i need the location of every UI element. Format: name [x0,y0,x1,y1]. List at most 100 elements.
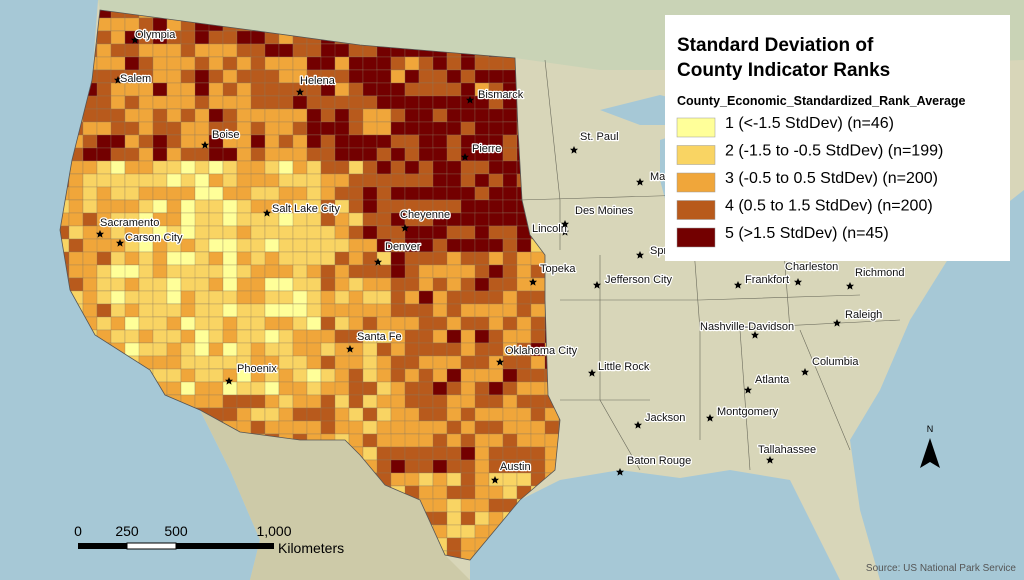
county [460,459,476,474]
legend-label: 2 (-1.5 to -0.5 StdDev) (n=199) [725,143,943,160]
county [474,316,490,331]
county [306,290,322,305]
city-label: Des Moines [575,205,634,217]
county [474,173,490,188]
county [180,368,196,383]
county [194,69,210,84]
county [376,381,392,396]
county [404,121,420,136]
county [460,56,476,71]
county [250,316,266,331]
county [264,316,280,331]
county [362,160,378,175]
county [362,433,378,448]
county [348,147,364,162]
county [166,56,182,71]
county [320,56,336,71]
county [138,121,154,136]
county [390,121,406,136]
county [320,251,336,266]
county [474,342,490,357]
county [306,264,322,279]
county [110,186,126,201]
county [334,147,350,162]
county [446,56,462,71]
county [432,225,448,240]
county [362,446,378,461]
county [306,342,322,357]
county [376,121,392,136]
north-arrow: N [920,424,940,468]
county [334,420,350,435]
county [264,225,280,240]
county [502,329,518,344]
county [152,251,168,266]
county [306,238,322,253]
county [362,147,378,162]
scale-bar: 0 250 500 1,000 Kilometers [74,523,344,556]
county [278,108,294,123]
county [418,394,434,409]
county [348,433,364,448]
county [502,238,518,253]
scale-segment [176,543,274,549]
county [222,95,238,110]
legend-label: 4 (0.5 to 1.5 StdDev) (n=200) [725,198,933,215]
county [180,329,196,344]
county [488,446,504,461]
county [460,290,476,305]
scale-segment [126,542,177,550]
county [376,446,392,461]
county [530,407,546,422]
county [194,355,210,370]
county [292,264,308,279]
county [152,82,168,97]
county [250,420,266,435]
county [432,95,448,110]
county [404,368,420,383]
county [362,134,378,149]
county [502,160,518,175]
city-label: Salt Lake City [272,203,340,215]
county [488,277,504,292]
county [460,316,476,331]
county [544,433,560,448]
county [418,238,434,253]
county [376,368,392,383]
county [124,199,140,214]
county [348,56,364,71]
scale-tick-label: 500 [164,523,188,539]
city-label: Montgomery [717,406,779,418]
county [306,225,322,240]
county [264,95,280,110]
county [502,173,518,188]
county [362,407,378,422]
county [306,420,322,435]
county [292,329,308,344]
county [376,82,392,97]
county [250,30,266,45]
county [474,251,490,266]
county [166,316,182,331]
county [488,264,504,279]
legend-swatch [676,200,716,220]
city-label: Pierre [472,143,501,155]
county [138,56,154,71]
county [460,160,476,175]
county [474,303,490,318]
county [278,225,294,240]
county [250,199,266,214]
county [362,394,378,409]
city-label: Cheyenne [400,209,450,221]
city-label: Columbia [812,356,859,368]
county [222,173,238,188]
county [362,368,378,383]
county [278,147,294,162]
county [334,173,350,188]
county [488,199,504,214]
county [446,459,462,474]
county [362,355,378,370]
county [166,108,182,123]
county [264,56,280,71]
county [488,381,504,396]
